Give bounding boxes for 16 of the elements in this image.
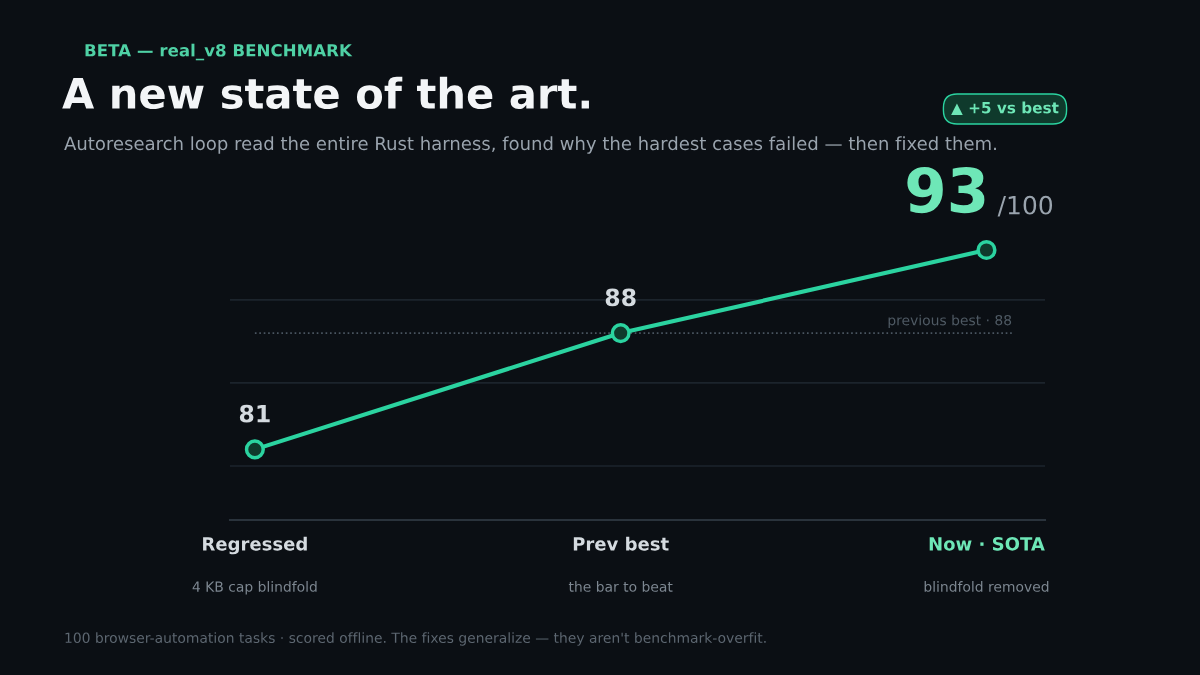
text: 100 browser-automation tasks · scored offline. The fixes generalize — they aren't benchmark-overfit. [65,632,766,646]
x-tick-label: Now · SOTA [929,536,1045,551]
text: /100 [997,195,1053,217]
text: ▲ +5 vs best [951,101,1059,116]
data-label: 93 [907,166,985,214]
text: blindfold removed [924,581,1049,592]
data-label: 81 [239,404,270,423]
ref-line-label: previous best · 88 [888,314,1012,329]
chart-subtitle: Autoresearch loop read the entire Rust harness, found why the hardest cases failed — then fixed them. [64,136,996,154]
chart-title: A new state of the art. [62,76,589,110]
text: the bar to beat [568,581,673,592]
data-label: 88 [605,288,636,307]
x-tick-label: Regressed [203,536,307,555]
text: 4 KB cap blindfold [192,581,317,595]
x-tick-label: Prev best [573,536,669,551]
text: BETA — real_v8 BENCHMARK [85,43,353,61]
